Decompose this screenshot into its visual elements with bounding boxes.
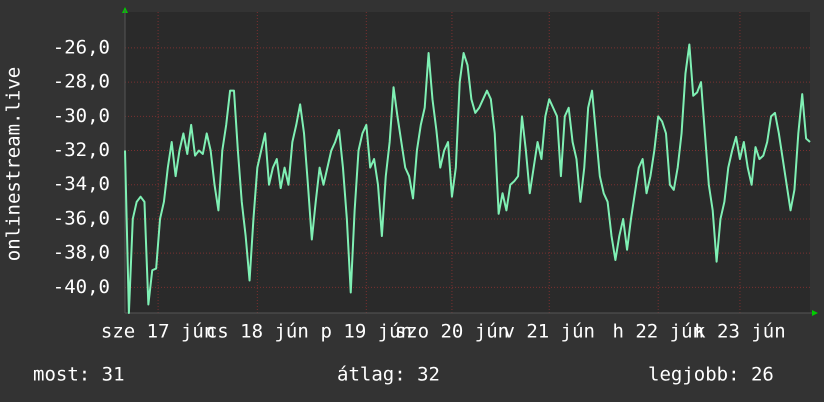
stat-best: legjobb: 26	[648, 364, 774, 386]
x-tick-label: cs 18 jún	[206, 321, 309, 343]
x-tick-label: v 21 jún	[503, 321, 595, 343]
y-tick-label: -30,0	[53, 105, 110, 127]
x-tick-label: p 19 jún	[321, 321, 413, 343]
y-axis-label: onlinestream.live	[3, 67, 25, 261]
data-line	[124, 43, 811, 314]
y-tick-label: -26,0	[53, 36, 110, 58]
x-tick-label: k 23 jún	[694, 321, 786, 343]
stat-average: átlag: 32	[337, 364, 440, 386]
y-tick-label: -36,0	[53, 207, 110, 229]
y-tick-label: -40,0	[53, 276, 110, 298]
y-tick-label: -38,0	[53, 242, 110, 264]
y-tick-label: -28,0	[53, 71, 110, 93]
x-axis-arrow	[812, 310, 818, 316]
y-tick-label: -34,0	[53, 173, 110, 195]
x-tick-label: h 22 jún	[612, 321, 704, 343]
x-tick-label: szo 20 jún	[395, 321, 509, 343]
stat-current: most: 31	[33, 364, 125, 386]
x-tick-label: sze 17 jún	[101, 321, 215, 343]
y-tick-label: -32,0	[53, 139, 110, 161]
